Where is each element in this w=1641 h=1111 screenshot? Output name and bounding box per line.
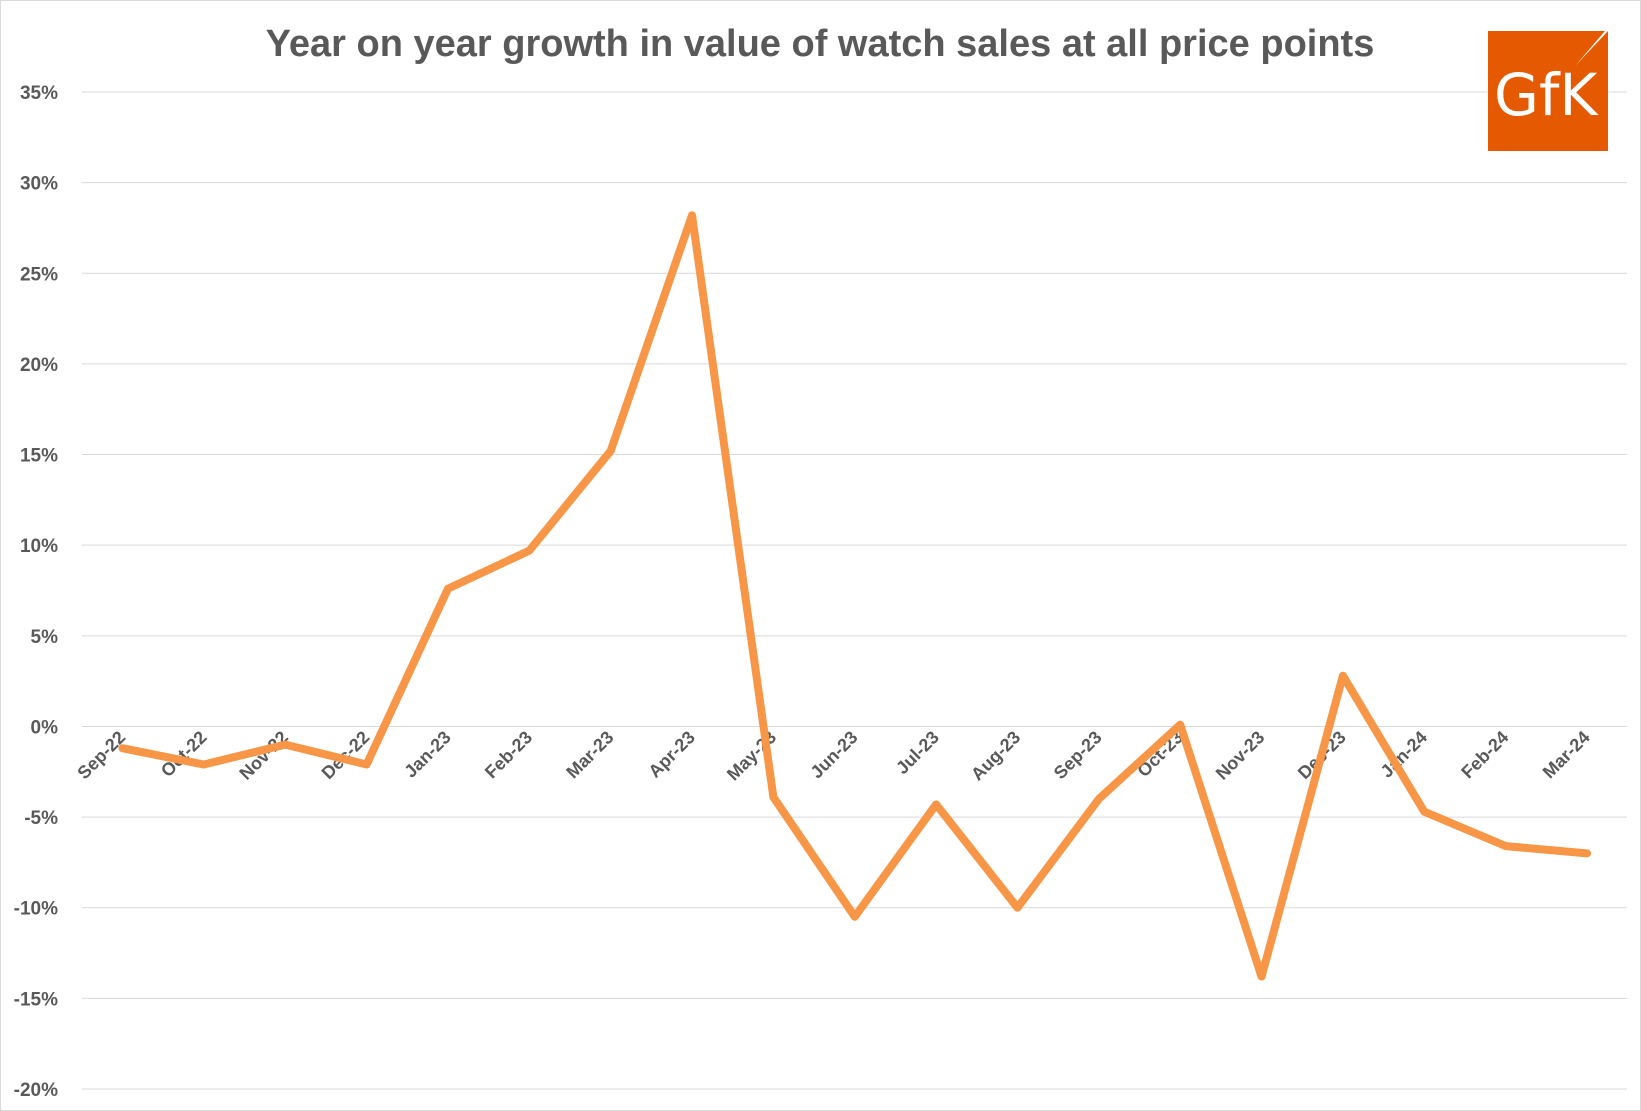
data-point [1098, 798, 1100, 800]
y-tick-label: -5% [24, 808, 58, 829]
data-point [854, 916, 856, 918]
data-point [447, 588, 449, 590]
y-tick-label: 30% [20, 174, 58, 195]
y-tick-label: 10% [20, 536, 58, 557]
data-point [1423, 811, 1425, 813]
data-point [772, 796, 774, 798]
data-point [366, 764, 368, 766]
data-point [1016, 907, 1018, 909]
series-lines [118, 211, 1591, 981]
data-point [610, 450, 612, 452]
y-axis-ticks: 35% 30% 25% 20% 15% 10% 5% 0% -5% -10% -15% -20% [14, 83, 58, 1101]
data-point [122, 747, 123, 749]
data-point [1586, 852, 1588, 854]
gridlines [82, 91, 1627, 1090]
data-point [1342, 675, 1344, 677]
logo-text: GfK [1494, 61, 1599, 129]
y-tick-label: -10% [14, 899, 58, 920]
y-tick-label: 35% [20, 83, 58, 104]
data-point [1261, 976, 1263, 978]
data-point [284, 744, 286, 746]
data-point [1179, 724, 1181, 726]
data-point [1505, 845, 1507, 847]
gfk-logo: GfK [1488, 31, 1608, 151]
data-point [528, 550, 530, 552]
y-tick-label: 0% [31, 717, 59, 738]
y-tick-label: 20% [20, 355, 58, 376]
y-tick-label: -20% [14, 1080, 58, 1101]
data-point [203, 764, 205, 766]
y-tick-label: -15% [14, 989, 58, 1010]
chart-title: Year on year growth in value of watch sa… [266, 23, 1375, 65]
y-tick-label: 5% [31, 627, 59, 648]
data-point [691, 214, 693, 216]
y-tick-label: 25% [20, 264, 58, 285]
data-point [935, 803, 937, 805]
y-tick-label: 15% [20, 446, 58, 467]
logo-slash [1575, 31, 1608, 66]
